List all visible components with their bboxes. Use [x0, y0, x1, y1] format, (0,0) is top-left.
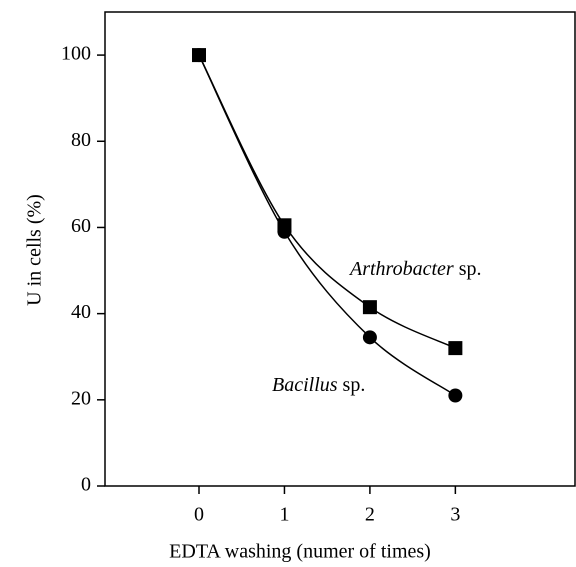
- series-line: [198, 54, 456, 349]
- x-tick-label: 2: [365, 504, 375, 526]
- marker: [362, 300, 377, 315]
- marker: [362, 330, 377, 345]
- y-tick-label: 0: [81, 474, 91, 496]
- marker: [192, 48, 206, 63]
- y-axis-label: U in cells (%): [24, 194, 46, 306]
- series-line: [198, 54, 456, 397]
- y-tick-label: 100: [61, 43, 91, 65]
- y-tick-label: 60: [71, 215, 91, 237]
- marker: [448, 341, 463, 356]
- marker: [277, 224, 292, 239]
- series-label: Arthrobacter sp.: [348, 258, 482, 280]
- y-tick-label: 20: [71, 387, 91, 409]
- y-tick-label: 40: [71, 301, 91, 323]
- x-axis-label: EDTA washing (numer of times): [169, 541, 431, 563]
- x-tick-label: 1: [279, 504, 289, 526]
- series-label: Bacillus sp.: [272, 374, 365, 396]
- plot-frame: [104, 11, 576, 487]
- y-tick-label: 80: [71, 129, 91, 151]
- x-tick-label: 3: [450, 504, 460, 526]
- x-tick-label: 0: [194, 504, 204, 526]
- marker: [448, 388, 463, 403]
